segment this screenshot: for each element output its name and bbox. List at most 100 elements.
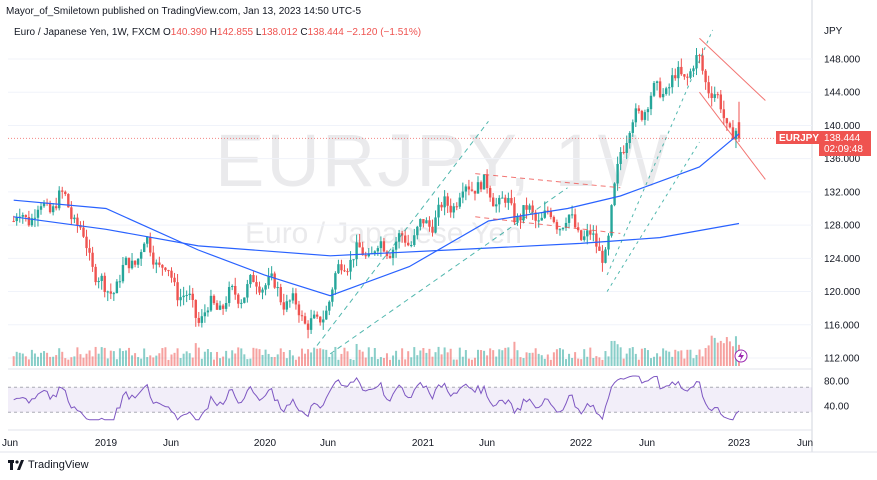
- candle-body: [194, 299, 197, 318]
- candle-body: [88, 248, 91, 253]
- candle-body: [109, 291, 113, 294]
- candle-body: [176, 282, 179, 301]
- candle-body: [634, 108, 638, 123]
- published-caption: Mayor_of_Smiletown published on TradingV…: [6, 6, 362, 17]
- y-tick-label-7: 120.000: [824, 287, 861, 298]
- candle-body: [315, 314, 319, 317]
- volume-bar: [734, 336, 737, 366]
- candle-body: [155, 262, 158, 265]
- candle-body: [249, 275, 252, 285]
- candle-body: [164, 267, 167, 271]
- volume-bar: [358, 349, 361, 366]
- red-wedge-upper: [699, 37, 766, 101]
- volume-bar: [389, 359, 392, 366]
- candle-body: [361, 247, 364, 256]
- candle-body: [297, 304, 301, 316]
- volume-bar: [495, 356, 498, 366]
- volume-bar: [477, 349, 480, 366]
- volume-bar: [510, 358, 513, 366]
- volume-bar: [76, 347, 79, 366]
- volume-bar: [30, 349, 33, 366]
- candle-body: [470, 189, 474, 191]
- candle-body: [255, 282, 258, 287]
- volume-bar: [516, 350, 519, 366]
- volume-bar: [704, 348, 707, 366]
- tradingview-logo-icon: [8, 459, 24, 471]
- volume-bar: [367, 347, 370, 366]
- candle-body: [668, 87, 671, 89]
- candle-body: [543, 210, 546, 218]
- volume-bar: [577, 358, 580, 366]
- candle-body: [522, 205, 525, 221]
- volume-bar: [656, 353, 659, 366]
- candle-body: [537, 220, 540, 222]
- candle-body: [482, 174, 486, 190]
- volume-bar: [246, 359, 249, 366]
- volume-bar: [194, 343, 197, 366]
- volume-bar: [124, 350, 127, 366]
- candle-body: [443, 196, 446, 208]
- volume-bar: [571, 357, 574, 366]
- y-tick-label-9: 112.000: [824, 354, 860, 365]
- volume-bar: [534, 348, 537, 366]
- ma-fast-line: [13, 133, 740, 297]
- candle-body: [221, 305, 225, 309]
- volume-bar: [61, 351, 64, 366]
- candle-body: [491, 197, 495, 207]
- volume-bar: [191, 357, 194, 366]
- volume-bar: [12, 356, 15, 366]
- volume-bar: [440, 354, 443, 366]
- candle-body: [24, 215, 28, 218]
- candle-body: [407, 242, 410, 246]
- x-tick-label-9: 2023: [728, 438, 751, 449]
- volume-bar: [155, 355, 158, 366]
- candle-body: [598, 246, 601, 251]
- volume-bar: [398, 359, 401, 366]
- volume-bar: [346, 351, 349, 366]
- candle-body: [224, 303, 228, 309]
- candle-body: [173, 277, 176, 283]
- candle-body: [36, 209, 40, 218]
- candle-body: [664, 88, 668, 94]
- volume-bar: [294, 359, 297, 366]
- volume-bar: [519, 357, 522, 366]
- y-tick-label-8: 116.000: [824, 320, 860, 331]
- volume-bar: [376, 359, 379, 366]
- candle-body: [528, 205, 531, 210]
- x-tick-label-10: Jun: [797, 438, 813, 449]
- candle-body: [413, 235, 416, 246]
- candle-body: [67, 194, 70, 208]
- candle-body: [42, 202, 46, 207]
- volume-bar: [707, 345, 710, 366]
- candle-body: [467, 186, 471, 190]
- volume-bar: [91, 356, 94, 366]
- volume-bar: [546, 354, 549, 366]
- candle-body: [610, 205, 613, 236]
- volume-bar: [243, 354, 246, 366]
- volume-bar: [21, 353, 24, 366]
- candle-body: [379, 241, 383, 249]
- candle-body: [106, 291, 109, 293]
- volume-bar: [340, 353, 343, 366]
- candle-body: [592, 233, 595, 235]
- volume-bar: [118, 348, 121, 366]
- volume-bar: [355, 343, 358, 366]
- candle-body: [349, 259, 352, 272]
- candle-body: [701, 55, 704, 71]
- candle-body: [504, 197, 507, 203]
- candle-body: [273, 273, 276, 288]
- volume-bar: [149, 355, 152, 366]
- red-flag-upper: [475, 173, 621, 189]
- candle-body: [70, 207, 73, 220]
- candle-body: [334, 273, 337, 290]
- volume-bar: [231, 350, 234, 366]
- candle-body: [680, 66, 683, 75]
- volume-bar: [628, 348, 631, 366]
- candle-body: [64, 191, 67, 195]
- tradingview-brand[interactable]: TradingView: [8, 459, 89, 471]
- candle-body: [376, 248, 380, 252]
- volume-bar: [352, 359, 355, 366]
- volume-bar: [285, 358, 288, 366]
- volume-bar: [328, 356, 331, 366]
